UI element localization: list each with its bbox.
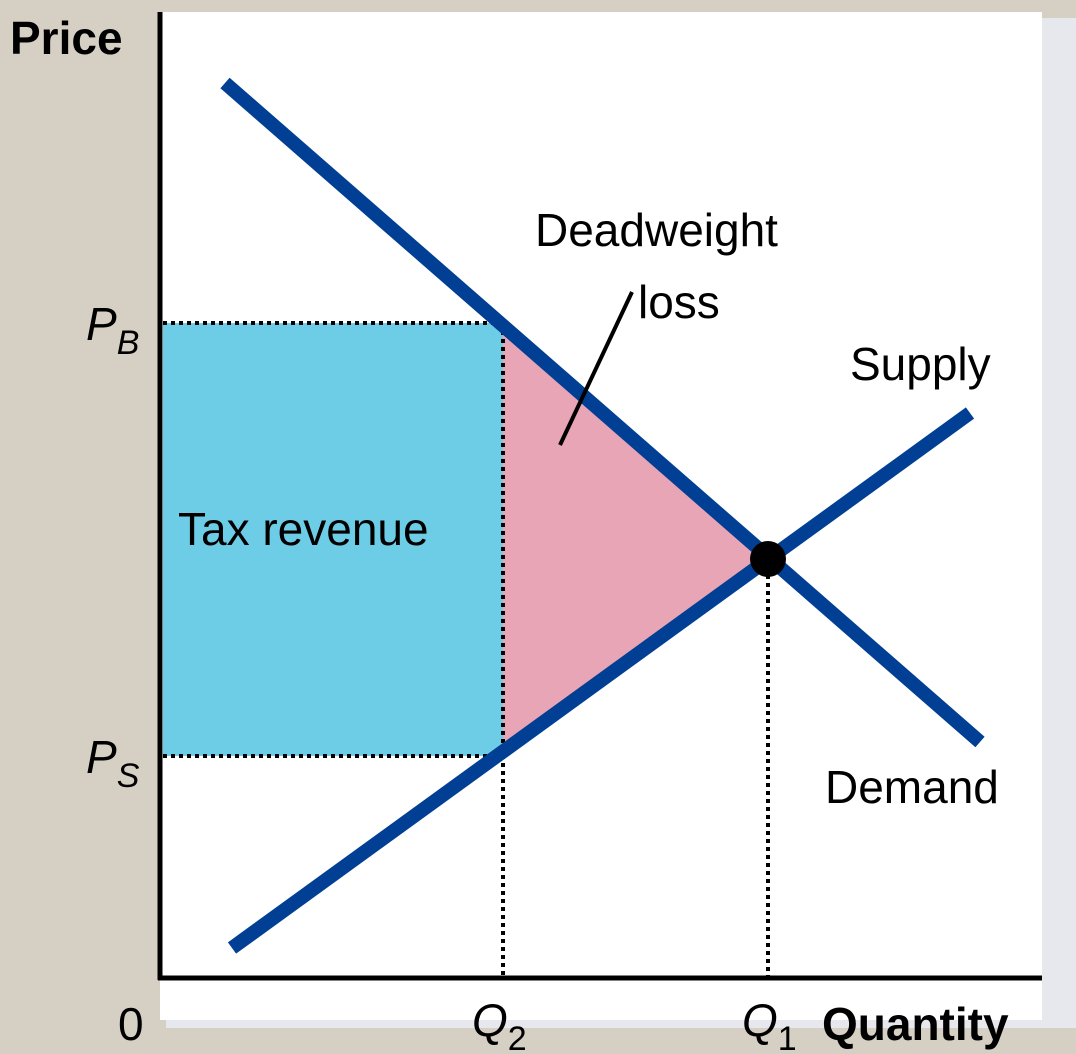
demand-label: Demand <box>825 761 999 813</box>
y-axis-label: Price <box>10 12 123 64</box>
demand-curve <box>220 77 985 748</box>
tax-revenue-area <box>163 323 503 756</box>
deadweight-label: Deadweight <box>535 204 778 256</box>
supply-curve <box>227 407 975 954</box>
pb-label: PB <box>86 298 139 362</box>
leader-line <box>558 291 634 446</box>
equilibrium-point <box>750 541 786 577</box>
ps-label: PS <box>86 731 140 795</box>
q2-label: Q2 <box>472 994 527 1054</box>
x-axis-label: Quantity <box>822 998 1009 1050</box>
loss-label: loss <box>638 276 720 328</box>
origin-label: 0 <box>118 998 144 1050</box>
supply-label: Supply <box>850 338 991 390</box>
tax-revenue-label: Tax revenue <box>178 503 429 555</box>
q1-label: Q1 <box>742 994 797 1054</box>
deadweight-loss-area <box>503 326 768 752</box>
